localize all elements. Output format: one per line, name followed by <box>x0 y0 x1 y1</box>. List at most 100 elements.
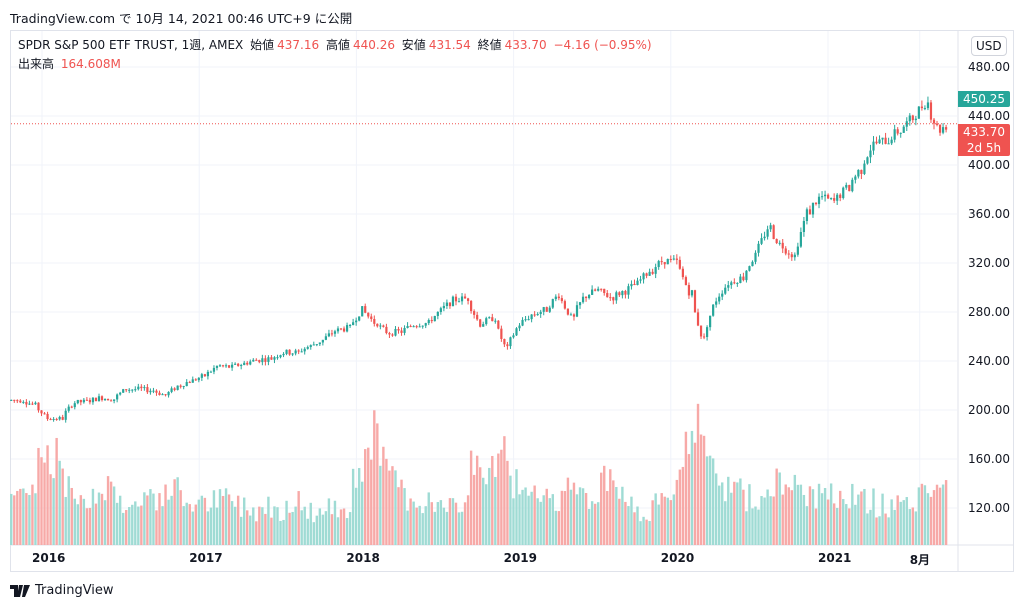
candle-body <box>730 282 733 286</box>
candle-body <box>597 288 600 291</box>
volume-bar <box>137 506 140 545</box>
volume-bar <box>239 516 243 545</box>
candle-body <box>46 413 49 420</box>
volume-bar <box>415 507 418 545</box>
volume-bar <box>472 474 476 545</box>
candle-body <box>273 357 276 360</box>
currency-button[interactable]: USD <box>971 36 1007 56</box>
volume-bar <box>161 506 164 545</box>
volume-bar <box>563 491 567 545</box>
candle-body <box>128 389 131 391</box>
candle-body <box>902 126 905 133</box>
candle-body <box>258 360 261 363</box>
volume-bar <box>784 484 787 545</box>
volume-bar <box>914 511 918 545</box>
volume-bar <box>360 481 364 545</box>
candle-body <box>345 325 349 332</box>
candle-body <box>185 382 188 387</box>
volume-bar <box>708 455 712 545</box>
time-tick-label: 2017 <box>189 551 223 565</box>
candle-body <box>203 374 206 377</box>
tradingview-logo-icon <box>10 584 30 597</box>
time-tick-label: 2016 <box>32 551 66 565</box>
volume-bar <box>666 497 669 545</box>
volume-bar <box>839 490 842 545</box>
candle-body <box>569 314 573 316</box>
candle-body <box>536 314 539 316</box>
volume-bar <box>475 455 479 545</box>
volume-bar <box>627 506 630 545</box>
volume-bar <box>757 509 760 545</box>
candle-body <box>548 307 551 312</box>
candle-body <box>672 258 675 260</box>
volume-bar <box>832 503 836 545</box>
volume-bar <box>206 511 210 545</box>
volume-bar <box>497 453 500 545</box>
candle-body <box>497 320 500 329</box>
volume-bar <box>261 507 264 545</box>
volume-bar <box>811 489 815 545</box>
candle-body <box>43 413 46 415</box>
volume-bar <box>197 499 201 545</box>
volume-bar <box>530 491 533 545</box>
volume-bar <box>264 513 267 545</box>
candle-body <box>833 198 836 201</box>
candle-body <box>400 330 403 333</box>
candle-body <box>403 327 406 333</box>
volume-bar <box>790 490 794 545</box>
price-tick-label: 320.00 <box>968 256 1010 270</box>
candle-body <box>49 419 52 421</box>
volume-bar <box>857 494 860 545</box>
volume-bar <box>270 517 273 545</box>
volume-bar <box>258 506 261 545</box>
candle-body <box>221 365 225 367</box>
symbol-title[interactable]: SPDR S&P 500 ETF TRUST, 1週, AMEX <box>18 38 244 52</box>
volume-bar <box>73 498 76 545</box>
volume-value: 164.608M <box>60 57 121 71</box>
volume-bar <box>678 469 682 545</box>
candle-body <box>231 364 234 368</box>
candle-body <box>348 324 352 326</box>
volume-bar <box>445 511 449 545</box>
time-tick-label: 2020 <box>660 551 695 565</box>
volume-bar <box>587 508 591 545</box>
volume-bar <box>506 460 509 545</box>
candle-body <box>179 385 182 387</box>
volume-bar <box>866 513 869 545</box>
volume-bar <box>932 490 936 545</box>
volume-bar <box>448 498 452 545</box>
volume-bar <box>675 479 679 545</box>
volume-bar <box>333 500 337 545</box>
volume-bar <box>721 482 724 545</box>
open-value: 437.16 <box>277 38 320 52</box>
candle-body <box>817 196 821 205</box>
tradingview-logo[interactable]: TradingView <box>10 583 114 598</box>
candle-body <box>545 307 548 312</box>
volume-bar <box>215 507 219 545</box>
price-tick-label: 400.00 <box>968 158 1010 172</box>
candle-body <box>303 348 306 352</box>
candle-body <box>19 400 22 403</box>
volume-bar <box>52 478 55 545</box>
candle-body <box>37 402 40 411</box>
candle-body <box>751 261 754 267</box>
candle-body <box>748 266 751 271</box>
volume-bar <box>869 509 872 545</box>
volume-bar <box>802 494 806 545</box>
volume-bar <box>748 484 751 545</box>
candle-body <box>639 279 642 281</box>
candle-body <box>391 334 394 336</box>
candle-body <box>648 271 651 276</box>
volume-bar <box>494 476 497 545</box>
candle-body <box>294 350 297 354</box>
candle-body <box>10 399 13 401</box>
candle-body <box>376 323 379 327</box>
candle-body <box>355 320 358 323</box>
volume-bar <box>188 504 191 545</box>
volume-bar <box>191 511 194 545</box>
candle-body <box>857 169 860 177</box>
volume-bar <box>43 462 46 545</box>
volume-bar <box>224 488 228 545</box>
candle-body <box>842 187 845 198</box>
